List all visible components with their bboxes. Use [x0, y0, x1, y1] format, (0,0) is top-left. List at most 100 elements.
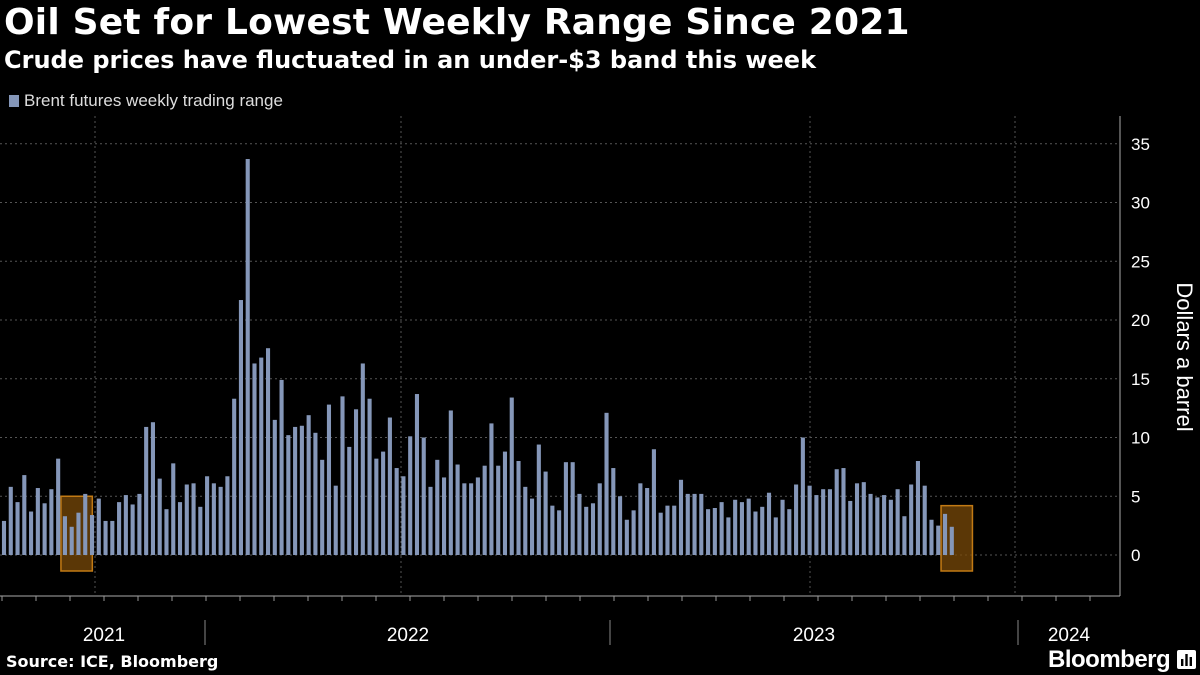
bar: [854, 483, 860, 555]
bar: [821, 489, 826, 555]
chart-subtitle: Crude prices have fluctuated in an under…: [4, 46, 817, 74]
bar: [502, 451, 508, 555]
bar: [861, 482, 866, 555]
bar: [455, 464, 460, 555]
bar: [150, 422, 155, 555]
bar: [685, 493, 690, 555]
bar: [848, 500, 853, 555]
bar: [604, 412, 609, 555]
bar: [1, 520, 7, 555]
bar: [69, 526, 74, 555]
bar: [746, 498, 751, 555]
bar: [584, 506, 589, 555]
bar: [800, 437, 805, 555]
bar: [807, 485, 812, 555]
bar: [699, 493, 704, 555]
y-tick-label: 5: [1131, 487, 1140, 506]
y-tick-label: 10: [1131, 429, 1150, 448]
bar: [387, 417, 392, 555]
bar: [96, 498, 101, 555]
bar: [89, 515, 95, 555]
bar: [942, 513, 948, 555]
bar: [347, 446, 352, 555]
bar: [137, 493, 142, 555]
bar: [191, 483, 196, 555]
bar: [536, 444, 541, 555]
bar: [611, 468, 616, 555]
bar: [712, 508, 717, 555]
bar: [49, 489, 54, 555]
bar: [929, 519, 934, 555]
bloomberg-chart-icon: [1177, 650, 1196, 669]
bar: [265, 348, 271, 555]
y-tick-label: 25: [1131, 252, 1150, 271]
y-tick-label: 20: [1131, 311, 1150, 330]
bar: [895, 489, 900, 555]
bar: [787, 509, 792, 555]
bar: [333, 485, 338, 555]
bar: [773, 517, 778, 555]
y-axis-title: Dollars a barrel: [1172, 282, 1197, 431]
x-year-label: 2023: [793, 625, 835, 646]
bar: [184, 484, 189, 555]
bar: [841, 468, 846, 555]
bar: [360, 363, 365, 555]
bar: [868, 493, 873, 555]
bar: [340, 396, 345, 555]
bar: [320, 459, 325, 555]
y-tick-label: 35: [1131, 135, 1150, 154]
bar: [29, 511, 34, 555]
bar: [117, 502, 122, 555]
bar: [814, 495, 819, 555]
bar: [83, 493, 88, 555]
bar: [726, 517, 731, 555]
bar: [469, 483, 474, 555]
bar: [293, 426, 298, 555]
bar: [753, 511, 758, 555]
bar: [882, 495, 887, 555]
bar: [299, 425, 304, 555]
bar: [225, 476, 230, 555]
bar: [902, 516, 907, 555]
bar: [678, 479, 684, 555]
bar: [915, 461, 920, 555]
bar: [448, 410, 453, 555]
bar: [543, 471, 548, 555]
bar: [381, 451, 386, 555]
bar: [482, 465, 487, 555]
bar: [15, 502, 20, 555]
bar: [949, 526, 954, 555]
source-note: Source: ICE, Bloomberg: [6, 652, 219, 671]
bar: [665, 505, 670, 555]
bar: [523, 486, 528, 555]
bar: [164, 509, 169, 555]
bar: [563, 462, 568, 555]
bar: [238, 300, 243, 555]
bar: [590, 503, 596, 555]
bar: [110, 520, 115, 555]
bar: [177, 502, 183, 555]
bar: [123, 495, 128, 555]
bar: [232, 398, 237, 555]
bar: [651, 449, 656, 555]
bar: [909, 484, 914, 555]
bar: [144, 426, 149, 555]
legend-label: Brent futures weekly trading range: [24, 91, 283, 110]
bar: [475, 477, 480, 555]
bar: [597, 483, 602, 555]
bar: [827, 489, 832, 555]
bar: [76, 512, 81, 555]
bar: [570, 462, 575, 555]
x-year-label: 2021: [83, 625, 125, 646]
bar: [462, 483, 467, 555]
bar: [888, 499, 893, 555]
bar: [272, 419, 277, 555]
bar: [35, 488, 40, 555]
bar: [577, 493, 582, 555]
bar: [306, 415, 311, 555]
bar: [394, 468, 399, 555]
bar: [198, 506, 203, 555]
chart-title: Oil Set for Lowest Weekly Range Since 20…: [4, 2, 910, 43]
bar: [672, 505, 677, 555]
